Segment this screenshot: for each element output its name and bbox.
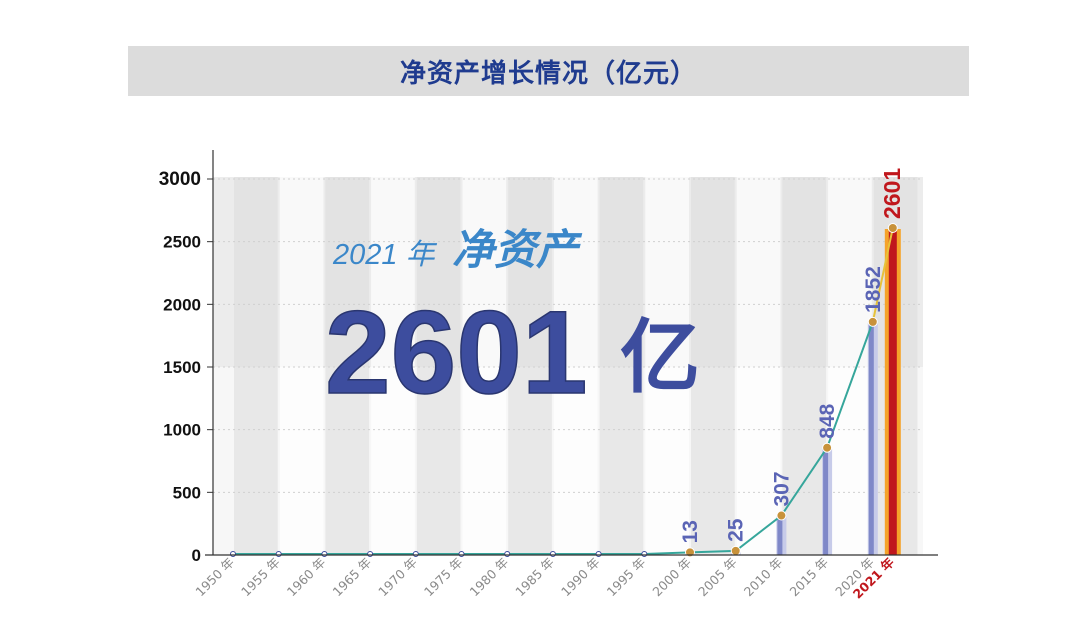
- x-tick-labels: 1950 年 1955 年 1960 年 1965 年 1970 年 1975 年 1980…: [192, 554, 897, 601]
- x-tick-label: 1975 年: [421, 555, 466, 600]
- data-point: [730, 545, 741, 556]
- data-label: 13: [679, 520, 702, 543]
- column-band: [645, 177, 689, 555]
- x-tick-label: 1990 年: [558, 555, 603, 600]
- data-label: 848: [816, 403, 839, 438]
- y-tick-label: 1500: [163, 358, 201, 377]
- bar: [868, 322, 874, 555]
- bar: [777, 516, 783, 555]
- column-band: [325, 177, 370, 555]
- bars: [685, 229, 901, 555]
- headline-annotation: 2021 年 净资产 2601 亿: [324, 225, 700, 420]
- x-tick-label: 1960 年: [284, 555, 329, 600]
- annotation-label: 净资产: [452, 225, 583, 274]
- x-tick-label: 1965 年: [329, 555, 374, 600]
- column-band: [553, 177, 598, 555]
- data-point: [275, 551, 282, 557]
- data-point: [321, 551, 328, 557]
- y-tick-labels: 0 500 1000 1500 2000 2500 3000: [159, 169, 201, 565]
- x-tick-label: 1995 年: [604, 555, 649, 600]
- data-point: [549, 551, 556, 557]
- data-point: [887, 223, 898, 234]
- data-point: [822, 442, 833, 453]
- data-label: 2601: [879, 168, 905, 219]
- data-point: [412, 551, 419, 557]
- x-tick-label: 1980 年: [467, 555, 512, 600]
- line-2021-segment: [871, 227, 894, 323]
- chart-title: 净资产增长情况（亿元）: [399, 58, 697, 89]
- x-tick-label: 2015 年: [786, 555, 831, 600]
- data-point: [641, 551, 648, 557]
- data-label: 1852: [862, 266, 885, 313]
- column-band: [234, 177, 278, 555]
- x-tick-label: 1970 年: [375, 555, 420, 600]
- data-label: 307: [770, 471, 793, 506]
- bar-2021-inner: [888, 229, 897, 555]
- data-point: [504, 551, 511, 557]
- y-tick-label: 2000: [163, 295, 201, 314]
- column-band: [599, 177, 644, 555]
- x-tick-label: 1985 年: [512, 555, 557, 600]
- data-point: [230, 551, 236, 557]
- y-tick-label: 3000: [159, 169, 201, 190]
- annotation-unit: 亿: [620, 311, 700, 404]
- data-point: [367, 551, 374, 557]
- x-tick-label: 2005 年: [695, 555, 740, 600]
- y-tick-label: 500: [173, 483, 201, 502]
- column-band: [828, 177, 872, 555]
- annotation-year: 2021 年: [332, 239, 438, 271]
- x-tick-label: 1955 年: [238, 555, 283, 600]
- data-point: [458, 551, 465, 557]
- y-tick-label: 0: [192, 546, 201, 565]
- y-tick-label: 2500: [163, 233, 201, 252]
- column-band: [279, 177, 324, 555]
- data-labels: 13 25 307 848 1852 2601: [679, 168, 905, 544]
- background-bands: [213, 177, 923, 555]
- bar: [823, 448, 829, 555]
- data-point: [776, 510, 787, 521]
- data-label: 25: [725, 518, 748, 542]
- data-point: [867, 316, 878, 327]
- axes: [205, 150, 938, 556]
- chart-title-bar: 净资产增长情况（亿元）: [128, 46, 969, 96]
- y-tick-label: 1000: [163, 421, 201, 440]
- annotation-number: 2601: [325, 287, 588, 419]
- gridlines: [213, 178, 923, 493]
- x-tick-label: 2000 年: [649, 555, 694, 600]
- x-tick-label: 2010 年: [741, 555, 786, 600]
- data-point: [595, 551, 602, 557]
